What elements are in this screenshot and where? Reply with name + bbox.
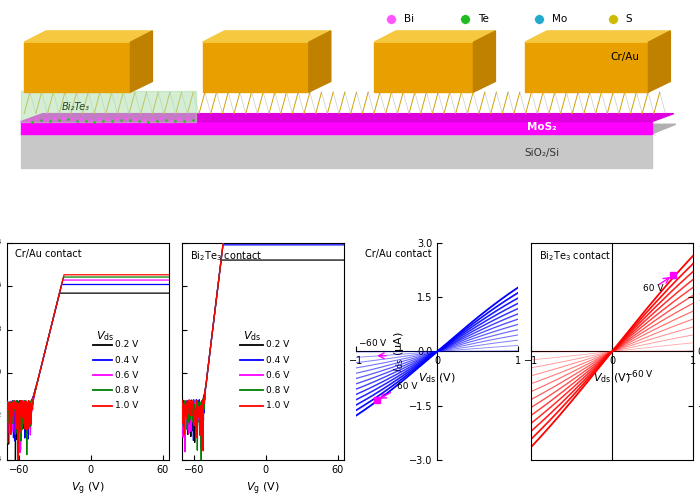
Text: $V_\mathrm{ds}$: $V_\mathrm{ds}$ [243, 330, 262, 344]
Text: Cr/Au: Cr/Au [610, 52, 639, 62]
X-axis label: $V_\mathrm{g}$ (V): $V_\mathrm{g}$ (V) [71, 480, 105, 497]
Polygon shape [202, 31, 331, 42]
Text: $-$60 V: $-$60 V [624, 368, 654, 380]
Text: 0.8 V: 0.8 V [266, 386, 289, 395]
Text: 0.4 V: 0.4 V [116, 356, 139, 364]
Text: Bi₂Te₃: Bi₂Te₃ [62, 102, 90, 112]
Polygon shape [21, 114, 674, 122]
Text: Bi: Bi [403, 14, 414, 24]
Text: Mo: Mo [552, 14, 567, 24]
Polygon shape [473, 31, 496, 92]
Polygon shape [309, 31, 331, 92]
Text: Te: Te [477, 14, 489, 24]
Polygon shape [648, 31, 671, 92]
Text: $V_\mathrm{ds}$: $V_\mathrm{ds}$ [96, 330, 114, 344]
Text: 60 V: 60 V [643, 284, 664, 292]
Text: 0.8 V: 0.8 V [116, 386, 139, 395]
Text: SiO₂/Si: SiO₂/Si [524, 148, 559, 158]
X-axis label: $V_\mathrm{g}$ (V): $V_\mathrm{g}$ (V) [246, 480, 279, 497]
Text: Cr/Au contact: Cr/Au contact [365, 250, 431, 260]
Bar [21, 91, 196, 122]
Bar [24, 42, 130, 92]
Y-axis label: $I_\mathrm{ds}$ (μA): $I_\mathrm{ds}$ (μA) [392, 331, 406, 372]
Text: Bi$_2$Te$_3$ contact: Bi$_2$Te$_3$ contact [190, 250, 262, 263]
Text: 1.0 V: 1.0 V [266, 401, 289, 410]
Polygon shape [525, 31, 671, 42]
Text: S: S [626, 14, 632, 24]
Bar [21, 122, 652, 134]
X-axis label: $V_\mathrm{ds}$ (V): $V_\mathrm{ds}$ (V) [419, 372, 456, 386]
Text: MoS₂: MoS₂ [527, 122, 557, 132]
X-axis label: $V_\mathrm{ds}$ (V): $V_\mathrm{ds}$ (V) [593, 372, 631, 386]
Text: Bi$_2$Te$_3$ contact: Bi$_2$Te$_3$ contact [539, 250, 612, 263]
Text: 0.6 V: 0.6 V [266, 371, 289, 380]
Text: 1.0 V: 1.0 V [116, 401, 139, 410]
Polygon shape [21, 124, 676, 134]
Polygon shape [374, 31, 496, 42]
Text: 0.2 V: 0.2 V [266, 340, 289, 349]
Text: Cr/Au contact: Cr/Au contact [15, 250, 82, 260]
Text: $-$60 V: $-$60 V [358, 337, 388, 348]
Bar [21, 134, 652, 168]
Text: 0.4 V: 0.4 V [266, 356, 289, 364]
Bar [525, 42, 648, 92]
Text: 60 V: 60 V [397, 382, 417, 392]
Polygon shape [24, 31, 153, 42]
Bar [202, 42, 309, 92]
Bar [374, 42, 473, 92]
Polygon shape [130, 31, 153, 92]
Text: 0.2 V: 0.2 V [116, 340, 139, 349]
Text: 0.6 V: 0.6 V [116, 371, 139, 380]
